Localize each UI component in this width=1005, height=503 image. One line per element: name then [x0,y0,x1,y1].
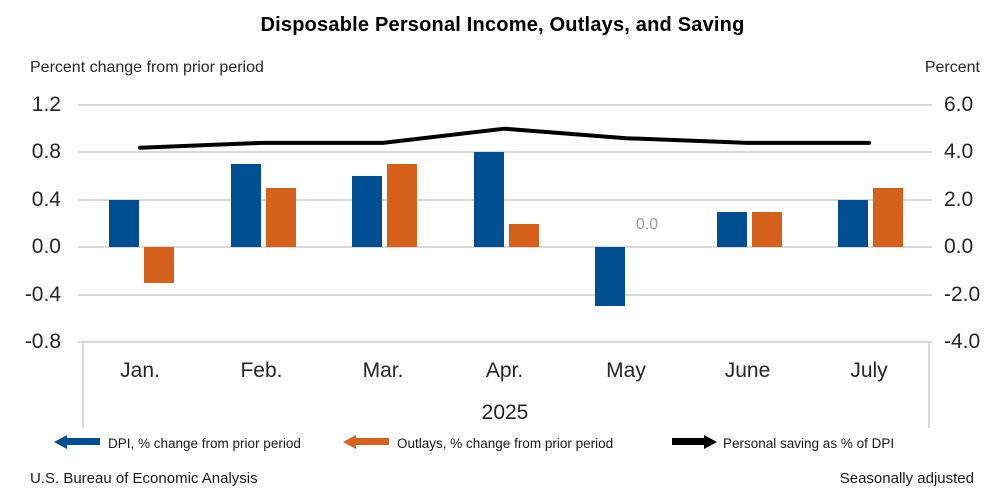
gridline [78,293,932,296]
outlays-bar [751,211,782,248]
left-axis-tick: 1.2 [31,93,61,116]
dpi-bar [838,199,868,248]
dpi-bar [595,247,625,307]
seasonal-adjustment-note: Seasonally adjusted [839,470,974,487]
zero-value-label: 0.0 [635,216,659,233]
dpi-bar [716,211,747,248]
chart-title: Disposable Personal Income, Outlays, and… [260,14,745,36]
left-axis-tick: 0.8 [31,140,61,164]
axis-frame-right [928,342,930,428]
dpi-legend-arrow-icon [54,435,100,449]
month-label: Feb. [240,359,283,382]
arrow-shape [54,435,67,449]
arrow-shape [704,435,717,449]
saving-legend-label: Personal saving as % of DPI [723,436,895,451]
right-axis-tick: 4.0 [944,140,974,164]
dpi-bar [109,199,139,248]
saving-legend-arrow-icon [672,435,717,449]
right-axis-tick: -4.0 [944,330,981,353]
arrow-shape [355,438,389,445]
arrow-shape [672,438,705,445]
outlays-legend-arrow-icon [343,435,389,449]
month-label: May [606,359,646,382]
left-axis-tick: 0.0 [31,235,61,259]
right-axis-tick: -2.0 [944,282,981,306]
dpi-bar [473,152,504,248]
source-attribution: U.S. Bureau of Economic Analysis [30,470,258,487]
month-label: June [724,359,771,382]
arrow-shape [66,438,100,445]
outlays-bar [387,164,417,248]
outlays-bar [265,187,296,248]
month-label: Apr. [485,359,524,382]
outlays-bar [873,187,903,248]
year-label: 2025 [481,401,529,424]
gridline [78,246,932,249]
dpi-legend-label: DPI, % change from prior period [108,436,301,451]
month-label: Jan. [120,359,160,382]
right-axis-title: Percent [924,59,980,76]
outlays-bar [508,223,539,248]
axis-frame-left [82,342,84,428]
month-label: Mar. [362,359,404,382]
right-axis-tick: 0.0 [944,235,974,259]
left-axis-tick: -0.8 [24,330,61,353]
gridline [78,104,932,106]
gridline [78,341,932,343]
left-axis-tick: 0.4 [31,187,61,211]
dpi-bar [352,176,382,248]
month-label: July [850,359,888,382]
outlays-legend-label: Outlays, % change from prior period [397,436,614,451]
left-axis-title: Percent change from prior period [30,59,264,76]
right-axis-tick: 6.0 [944,93,974,116]
gridline [78,198,932,201]
outlays-bar [144,247,174,283]
dpi-bar [230,164,261,248]
gridline [78,151,932,154]
arrow-shape [343,435,356,449]
left-axis-tick: -0.4 [24,282,61,306]
right-axis-tick: 2.0 [944,187,974,211]
